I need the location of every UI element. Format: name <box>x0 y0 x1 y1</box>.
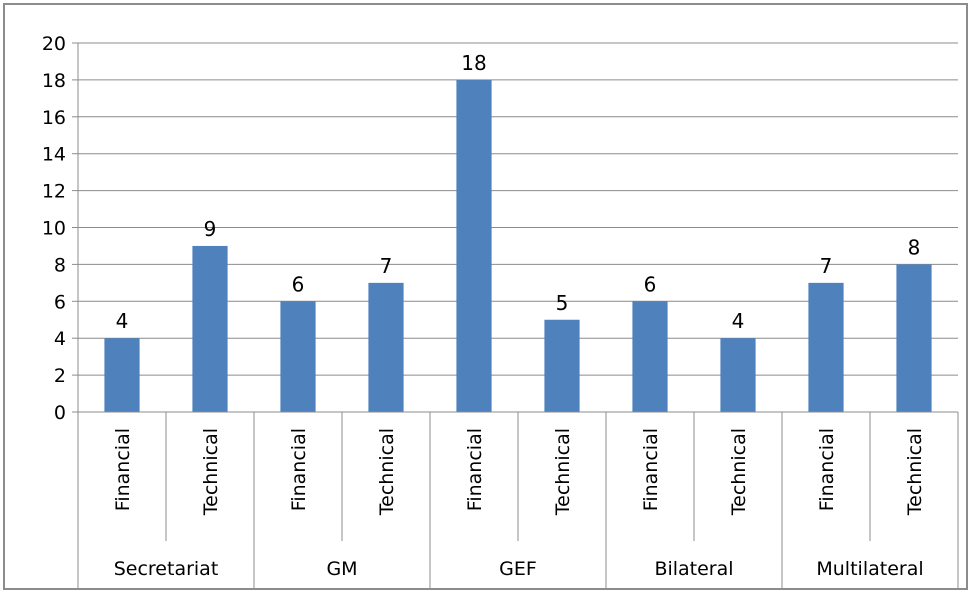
bar <box>192 245 228 412</box>
data-label: 9 <box>204 217 217 241</box>
bar <box>808 282 844 412</box>
group-label: Bilateral <box>654 558 733 580</box>
data-label: 7 <box>820 254 833 278</box>
data-label: 6 <box>644 272 657 296</box>
group-label: Multilateral <box>816 558 923 580</box>
y-tick-label: 10 <box>42 218 66 240</box>
bar <box>544 319 580 412</box>
category-label: Technical <box>904 428 926 516</box>
bar <box>632 301 668 412</box>
group-label: Secretariat <box>114 558 219 580</box>
bar <box>456 79 492 413</box>
y-tick-label: 16 <box>42 107 66 129</box>
y-tick-label: 12 <box>42 181 66 203</box>
category-label: Financial <box>288 428 310 511</box>
bar <box>368 282 404 412</box>
category-label: Financial <box>640 428 662 511</box>
axes <box>72 42 959 589</box>
data-label: 8 <box>908 235 921 259</box>
bar <box>720 338 756 412</box>
data-label: 4 <box>732 309 745 333</box>
category-label: Financial <box>816 428 838 511</box>
labels: 0 2 4 6 8 10 12 14 16 18 20 4 Financial 9 Technical Sec… <box>42 33 926 580</box>
category-label: Technical <box>552 428 574 516</box>
category-label: Financial <box>112 428 134 511</box>
y-tick-label: 8 <box>54 254 66 276</box>
y-tick-label: 0 <box>54 402 66 424</box>
category-label: Financial <box>464 428 486 511</box>
category-label: Technical <box>376 428 398 516</box>
bar <box>280 301 316 412</box>
data-label: 5 <box>556 291 569 315</box>
y-tick-label: 20 <box>42 33 66 55</box>
data-label: 6 <box>292 272 305 296</box>
bars <box>104 79 932 413</box>
y-tick-label: 18 <box>42 70 66 92</box>
y-tick-label: 2 <box>54 365 66 387</box>
bar <box>104 338 140 412</box>
data-label: 4 <box>116 309 129 333</box>
group-label: GEF <box>499 558 537 580</box>
y-tick-label: 14 <box>42 144 66 166</box>
y-tick-label: 4 <box>54 328 66 350</box>
category-label: Technical <box>728 428 750 516</box>
data-label: 18 <box>461 51 486 75</box>
group-label: GM <box>326 558 357 580</box>
data-label: 7 <box>380 254 393 278</box>
y-tick-label: 6 <box>54 291 66 313</box>
bar <box>896 264 932 412</box>
category-label: Technical <box>200 428 222 516</box>
